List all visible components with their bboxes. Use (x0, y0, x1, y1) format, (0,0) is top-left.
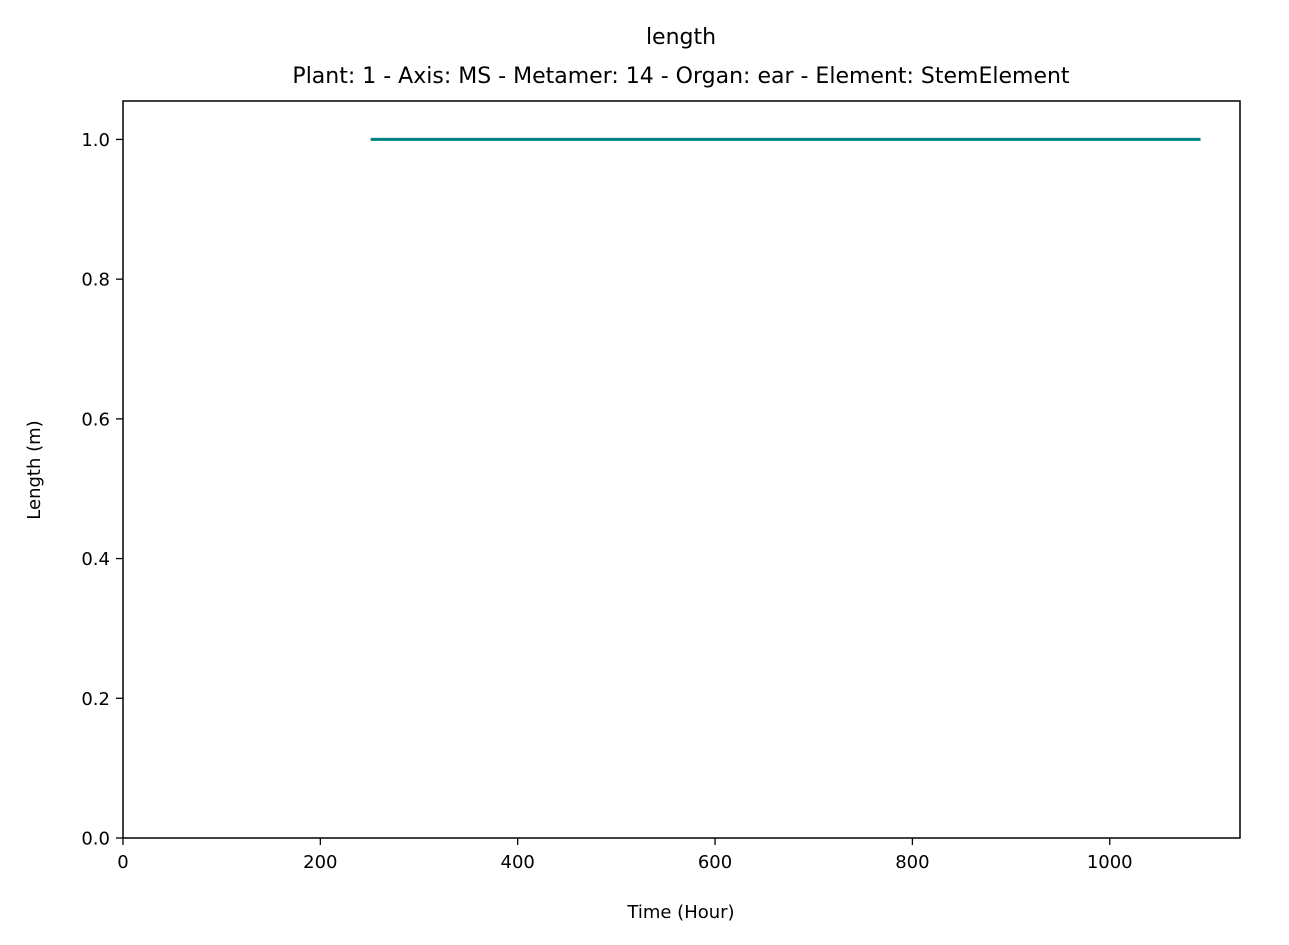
x-tick-label: 600 (698, 852, 732, 873)
y-tick-label: 0.6 (81, 409, 110, 430)
x-tick-label: 1000 (1087, 852, 1133, 873)
y-tick-label: 0.0 (81, 829, 110, 850)
x-tick-label: 200 (303, 852, 337, 873)
y-tick-label: 1.0 (81, 130, 110, 151)
x-tick-label: 800 (895, 852, 929, 873)
x-axis-label: Time (Hour) (626, 902, 734, 923)
axis-ticks: 0 200 400 600 800 1000 0.0 0.2 0.4 0.6 0.8 1.0 (81, 130, 1132, 873)
y-tick-label: 0.8 (81, 270, 110, 291)
y-tick-label: 0.2 (81, 689, 110, 710)
y-tick-label: 0.4 (81, 549, 110, 570)
y-axis-label: Length (m) (24, 420, 45, 519)
x-tick-label: 400 (501, 852, 535, 873)
axes-frame (122, 100, 1241, 839)
chart-subtitle: Plant: 1 - Axis: MS - Metamer: 14 - Orga… (292, 64, 1070, 89)
x-tick-label: 0 (117, 852, 128, 873)
chart-title: length (646, 25, 716, 50)
